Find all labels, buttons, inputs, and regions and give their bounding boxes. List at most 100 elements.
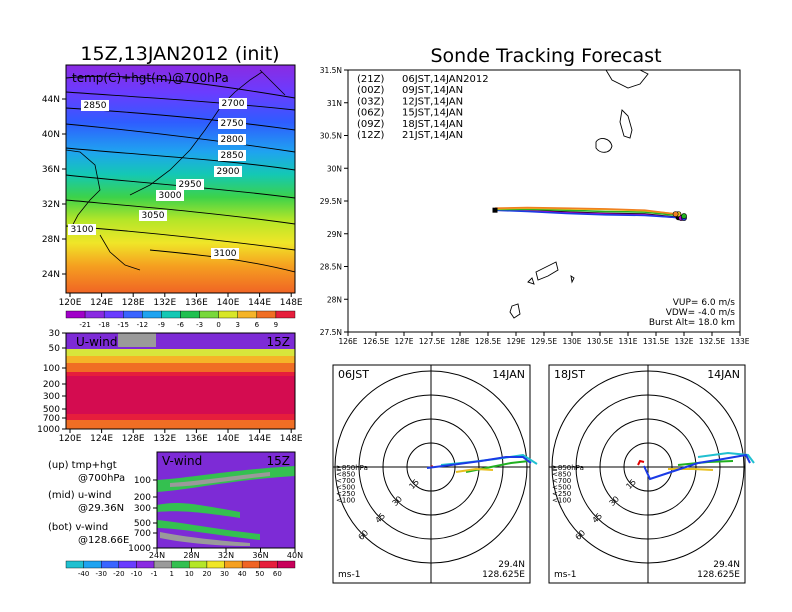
- map-y-tick: 32N: [42, 200, 60, 210]
- hodograph-trace: [643, 453, 751, 481]
- hodograph-trace: [455, 467, 494, 473]
- legend-code: (03Z): [357, 96, 384, 107]
- wind-colorbar-swatch: [206, 560, 225, 569]
- temp-colorbar-label: -12: [137, 321, 148, 329]
- wind-colorbar-label: -20: [113, 570, 124, 578]
- wind-colorbar-label: 60: [273, 570, 282, 578]
- contour-label: 2800: [221, 135, 244, 145]
- track-x-tick: 129.5E: [531, 337, 557, 346]
- panel-time: 18JST: [554, 368, 585, 381]
- sonde-track-line: [494, 209, 685, 219]
- temp-colorbar-swatch: [237, 310, 258, 319]
- contour-label: 2750: [221, 119, 244, 129]
- legend-code: (09Z): [357, 119, 384, 130]
- wind-colorbar-label: -30: [96, 570, 107, 578]
- sonde-tracks: [494, 206, 685, 219]
- wind-colorbar-label: 30: [220, 570, 229, 578]
- sonde-track-line: [494, 206, 676, 215]
- uwind-y-tick: 30: [49, 329, 61, 339]
- map-x-tick: 124E: [90, 298, 113, 308]
- track-y-tick: 30.5N: [320, 132, 342, 141]
- wind-colorbar-swatch: [189, 560, 208, 569]
- contour-label: 3000: [159, 191, 182, 201]
- note-head: (up) tmp+hgt: [48, 460, 117, 471]
- temp-colorbar: -21 -18 -15 -12 -9 -6 -3 0 3 6 9: [65, 310, 296, 329]
- temp-colorbar-label: 6: [255, 321, 260, 329]
- pressure-legend-item: <250: [552, 490, 571, 498]
- uwind-x-tick: 148E: [280, 434, 303, 444]
- pressure-legend-item: <700: [552, 477, 571, 485]
- track-y-tick: 31.5N: [320, 66, 342, 75]
- contour-label: 2900: [217, 167, 240, 177]
- vwind-label: V-wind: [162, 454, 202, 468]
- panel-date: 14JAN: [707, 368, 740, 381]
- uwind-x-tick: 140E: [217, 434, 240, 444]
- note-sub: @128.66E: [78, 535, 129, 546]
- wind-colorbar-swatch: [241, 560, 260, 569]
- panel-lat: 29.4N: [498, 560, 525, 570]
- map-y-tick: 28N: [42, 235, 60, 245]
- map-x-ticks: 120E 124E 128E 132E 136E 140E 144E 148E: [59, 293, 303, 308]
- panel-lon: 128.625E: [697, 570, 740, 580]
- pressure-legend-item: <100: [552, 497, 571, 505]
- track-y-tick: 28N: [327, 295, 342, 304]
- wind-colorbar: -40 -30 -20 -10 -1 1 10 20 30 40 50 60: [65, 560, 296, 578]
- temp-colorbar-label: 0: [216, 321, 220, 329]
- temp-colorbar-label: -9: [158, 321, 165, 329]
- map-frame: [65, 64, 296, 294]
- legend-time: 12JST,14JAN: [402, 96, 463, 107]
- note-head: (mid) u-wind: [48, 490, 111, 501]
- contour-label: 2850: [221, 151, 244, 161]
- map-y-tick: 36N: [42, 165, 60, 175]
- uwind-x-ticks: 120E 124E 128E 132E 136E 140E 144E 148E: [59, 429, 303, 444]
- pressure-legend-item: <850: [336, 471, 355, 479]
- track-y-tick: 27.5N: [320, 328, 342, 337]
- track-x-tick: 128.5E: [475, 337, 501, 346]
- map-x-tick: 144E: [248, 298, 271, 308]
- temp-colorbar-label: 3: [236, 321, 240, 329]
- wind-colorbar-swatch: [65, 560, 84, 569]
- map-x-tick: 136E: [185, 298, 208, 308]
- track-x-tick: 132E: [674, 337, 693, 346]
- vwind-panel: V-wind 15Z: [156, 451, 296, 549]
- uwind-y-tick: 1000: [37, 425, 60, 435]
- vwind-x-tick: 24N: [149, 551, 165, 560]
- map-y-tick: 40N: [42, 130, 60, 140]
- wind-colorbar-swatch: [259, 560, 278, 569]
- vwind-y-tick: 500: [134, 519, 151, 529]
- vwind-y-tick: 1000: [128, 544, 151, 554]
- wind-colorbar-swatch: [171, 560, 190, 569]
- vwind-time: 15Z: [267, 454, 291, 468]
- panel-date: 14JAN: [492, 368, 525, 381]
- wind-colorbar-label: 20: [202, 570, 211, 578]
- contour-label: 3100: [214, 249, 237, 259]
- track-x-tick: 127E: [394, 337, 413, 346]
- burst-marker: [681, 213, 687, 219]
- panel-unit: ms-1: [554, 570, 576, 580]
- contour-label: 3100: [71, 225, 94, 235]
- islands: [509, 70, 649, 319]
- temp-colorbar-label: -3: [196, 321, 203, 329]
- legend-code: (00Z): [357, 85, 384, 96]
- temp-colorbar-swatch: [199, 310, 219, 319]
- temp-colorbar-swatch: [84, 310, 105, 319]
- wind-colorbar-label: -10: [131, 570, 142, 578]
- track-x-tick: 127.5E: [419, 337, 445, 346]
- legend-code: (12Z): [357, 130, 384, 141]
- track-x-tick: 131E: [618, 337, 637, 346]
- legend-time: 06JST,14JAN2012: [402, 74, 489, 85]
- temp-colorbar-label: -18: [98, 321, 109, 329]
- temp-colorbar-swatch: [65, 310, 86, 319]
- track-x-tick: 129E: [506, 337, 525, 346]
- wind-colorbar-label: 10: [185, 570, 194, 578]
- track-x-tick: 130.5E: [587, 337, 613, 346]
- wind-colorbar-label: -40: [78, 570, 89, 578]
- uwind-x-tick: 128E: [122, 434, 145, 444]
- track-y-tick: 29.5N: [320, 197, 342, 206]
- map-label: temp(C)+hgt(m)@700hPa: [72, 71, 229, 85]
- temp-colorbar-swatch: [103, 310, 124, 319]
- contour-label: 2700: [222, 99, 245, 109]
- uwind-x-tick: 120E: [59, 434, 82, 444]
